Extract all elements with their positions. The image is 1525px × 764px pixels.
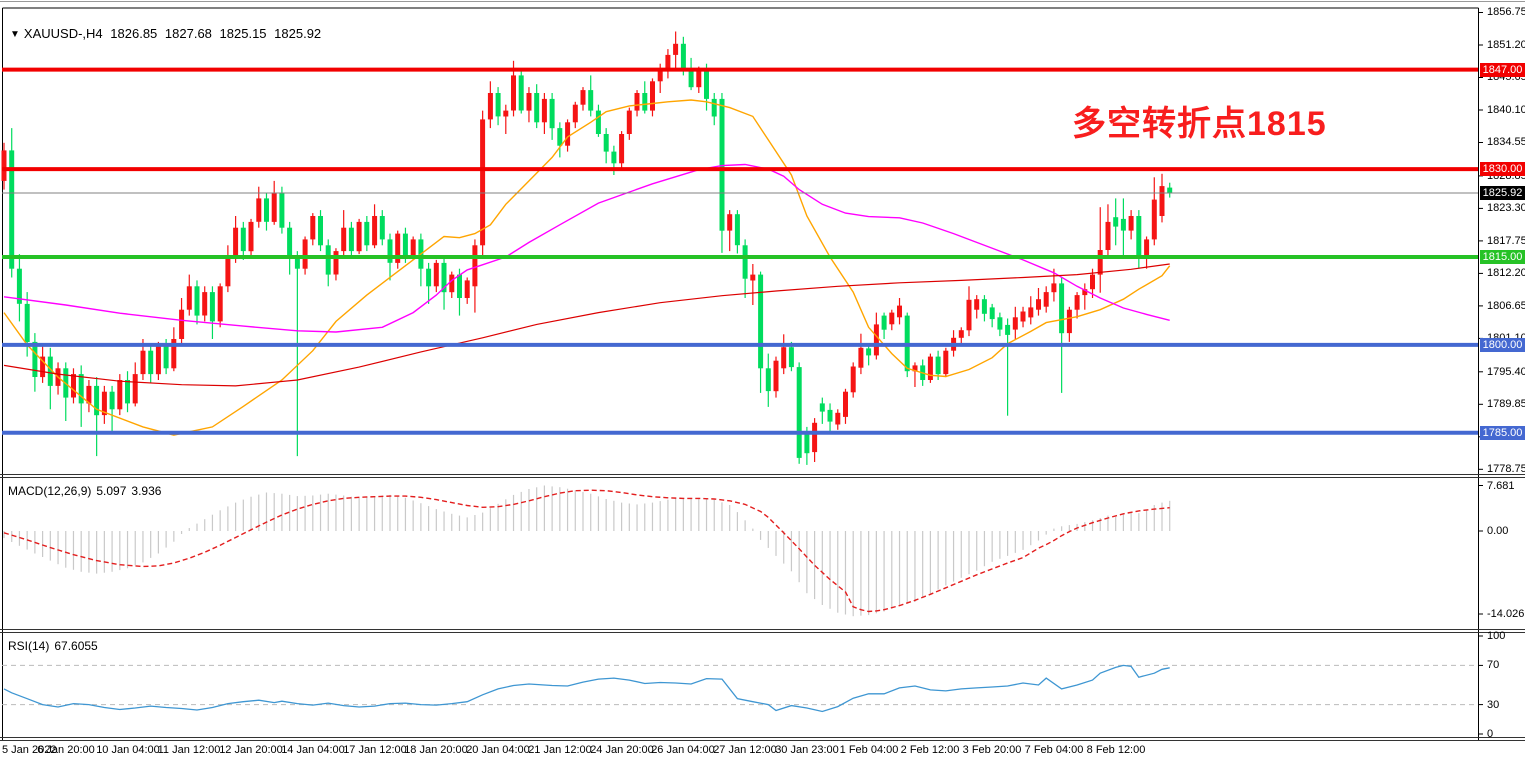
price-level-badge: 1830.00 (1480, 162, 1525, 176)
time-tick-label: 11 Jan 12:00 (157, 744, 221, 756)
price-level-badge: 1847.00 (1480, 63, 1525, 77)
high-value: 1827.68 (164, 26, 212, 41)
time-tick-label: 17 Jan 12:00 (343, 744, 407, 756)
time-tick-label: 12 Jan 20:00 (219, 744, 283, 756)
time-tick-label: 27 Jan 12:00 (713, 744, 777, 756)
low-value: 1825.15 (219, 26, 267, 41)
rsi-indicator-label: RSI(14) 67.6055 (8, 639, 103, 653)
time-tick-label: 24 Jan 20:00 (590, 744, 654, 756)
rsi-scale-label: 70 (1487, 659, 1500, 671)
price-tick-label: 1823.30 (1487, 202, 1525, 214)
macd-scale-label: 7.681 (1487, 480, 1515, 492)
time-tick-label: 26 Jan 04:00 (651, 744, 715, 756)
time-tick-label: 1 Feb 04:00 (839, 744, 899, 756)
price-tick-label: 1795.40 (1487, 366, 1525, 378)
price-level-badge: 1815.00 (1480, 250, 1525, 264)
price-level-badge: 1785.00 (1480, 426, 1525, 440)
time-tick-label: 7 Feb 04:00 (1024, 744, 1084, 756)
price-tick-label: 1817.75 (1487, 235, 1525, 247)
open-value: 1826.85 (110, 26, 158, 41)
macd-indicator-label: MACD(12,26,9) 5.097 3.936 (8, 484, 166, 498)
chart-title: ▼ XAUUSD-,H4 1826.85 1827.68 1825.15 1825… (10, 26, 325, 41)
time-tick-label: 30 Jan 23:00 (775, 744, 839, 756)
rsi-scale-label: 0 (1487, 728, 1494, 740)
macd-scale-label: 0.00 (1487, 525, 1509, 537)
time-tick-label: 2 Feb 12:00 (900, 744, 960, 756)
price-tick-label: 1812.20 (1487, 267, 1525, 279)
price-tick-label: 1834.55 (1487, 136, 1525, 148)
time-tick-label: 14 Jan 04:00 (281, 744, 345, 756)
price-tick-label: 1778.75 (1487, 463, 1525, 475)
close-value: 1825.92 (274, 26, 322, 41)
rsi-scale-label: 100 (1487, 630, 1506, 642)
price-tick-label: 1851.20 (1487, 39, 1525, 51)
macd-signal-value: 3.936 (131, 484, 162, 498)
price-tick-label: 1806.65 (1487, 300, 1525, 312)
text-annotation-object[interactable]: 多空转折点1815 (1072, 105, 1327, 143)
price-tick-label: 1840.10 (1487, 104, 1525, 116)
rsi-scale-label: 30 (1487, 699, 1500, 711)
macd-name: MACD(12,26,9) (8, 484, 92, 498)
symbol-dropdown-icon[interactable]: ▼ (10, 29, 20, 40)
time-tick-label: 6 Jan 20:00 (37, 744, 95, 756)
price-tick-label: 1789.85 (1487, 398, 1525, 410)
time-tick-label: 18 Jan 20:00 (404, 744, 468, 756)
rsi-value: 67.6055 (54, 639, 98, 653)
time-tick-label: 20 Jan 04:00 (466, 744, 530, 756)
time-tick-label: 5 Jan 2022 (2, 744, 57, 756)
macd-scale-label: -14.026 (1487, 608, 1525, 620)
time-tick-label: 8 Feb 12:00 (1086, 744, 1146, 756)
symbol-period-label: XAUUSD-,H4 (23, 26, 103, 41)
price-tick-label: 1856.75 (1487, 6, 1525, 18)
price-level-badge: 1825.92 (1480, 186, 1525, 200)
price-level-badge: 1800.00 (1480, 338, 1525, 352)
time-tick-label: 3 Feb 20:00 (962, 744, 1022, 756)
rsi-name: RSI(14) (8, 639, 50, 653)
time-tick-label: 10 Jan 04:00 (96, 744, 160, 756)
time-tick-label: 21 Jan 12:00 (528, 744, 592, 756)
macd-main-value: 5.097 (96, 484, 127, 498)
